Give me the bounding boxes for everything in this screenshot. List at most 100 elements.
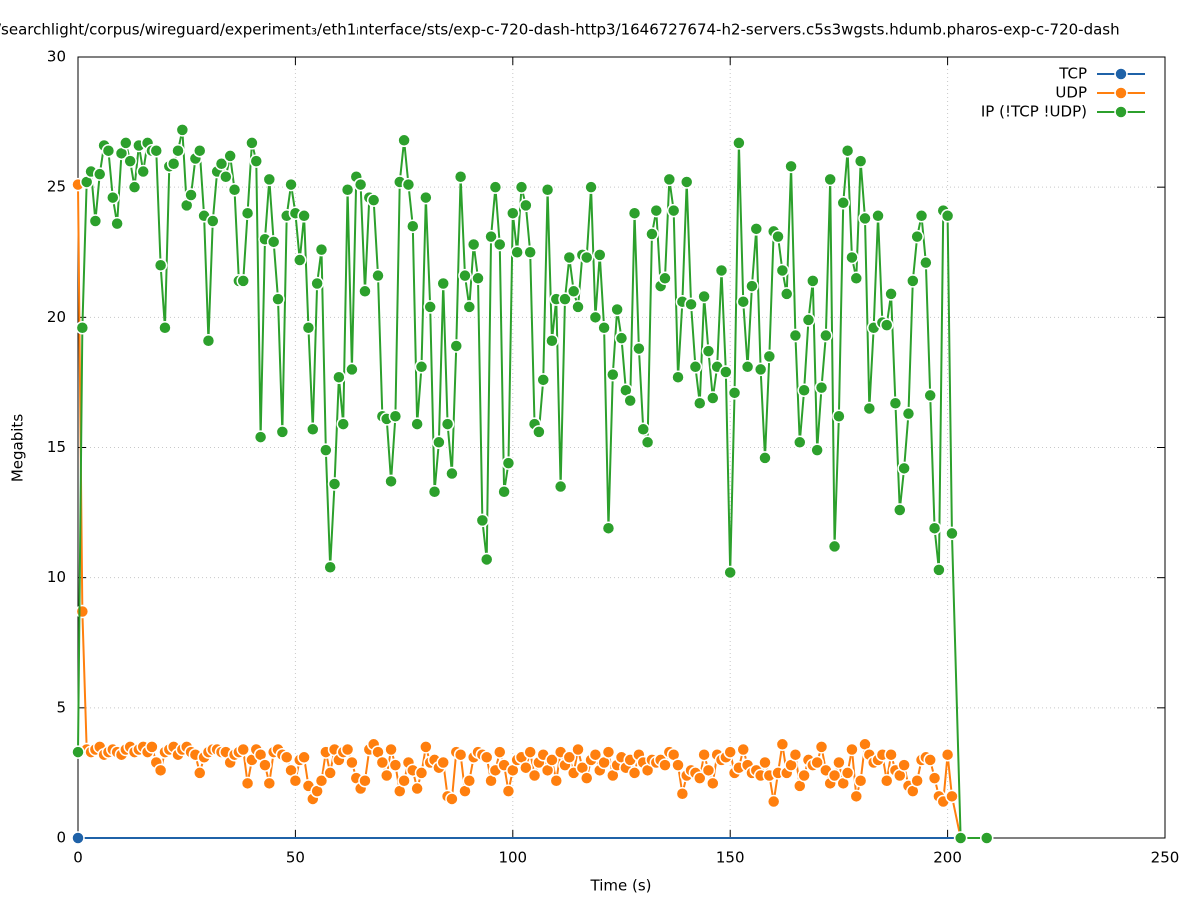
point <box>923 388 937 403</box>
point <box>814 740 829 754</box>
point <box>606 367 620 382</box>
point <box>806 274 820 288</box>
point <box>823 172 837 187</box>
point <box>832 755 846 770</box>
x-tick-label: 100 <box>498 849 527 867</box>
point <box>436 276 450 291</box>
point <box>258 758 272 772</box>
legend-marker <box>1114 86 1128 100</box>
point <box>166 156 181 171</box>
point <box>184 188 198 202</box>
point <box>910 229 924 244</box>
point <box>423 300 437 314</box>
point <box>88 214 103 228</box>
point <box>297 750 311 765</box>
point <box>462 300 477 314</box>
point <box>245 136 259 150</box>
point <box>332 370 346 384</box>
point <box>879 318 894 332</box>
plot-frame <box>77 56 1166 839</box>
point <box>227 183 242 197</box>
point <box>923 753 937 767</box>
point <box>510 245 524 259</box>
point <box>375 755 390 770</box>
legend-label: IP (!TCP !UDP) <box>981 103 1087 121</box>
legend-label: UDP <box>1055 84 1087 102</box>
point <box>75 604 90 619</box>
point <box>849 271 864 286</box>
point <box>201 334 216 348</box>
point <box>275 425 290 439</box>
point <box>75 320 90 335</box>
point <box>827 539 842 554</box>
point <box>462 773 477 788</box>
point <box>388 409 403 424</box>
point <box>658 271 672 286</box>
point <box>149 143 164 158</box>
x-tick-label: 200 <box>933 849 962 867</box>
point <box>397 133 411 148</box>
point <box>571 300 585 314</box>
point <box>345 755 359 770</box>
point <box>840 143 855 158</box>
x-axis-label: Time (s) <box>590 877 652 895</box>
point <box>897 758 911 772</box>
point <box>545 334 559 348</box>
point <box>240 776 255 791</box>
point <box>714 263 729 278</box>
point <box>236 274 250 288</box>
point <box>766 794 781 809</box>
point <box>727 386 742 400</box>
y-tick-label: 10 <box>47 568 66 586</box>
y-tick-label: 20 <box>47 308 66 326</box>
point <box>549 773 564 788</box>
point <box>214 156 229 171</box>
point <box>306 422 320 437</box>
point <box>897 461 911 476</box>
point <box>106 190 120 205</box>
point <box>940 209 955 223</box>
point <box>658 758 672 772</box>
y-tick-label: 15 <box>47 438 66 456</box>
point <box>562 750 577 765</box>
point <box>684 297 698 312</box>
point <box>945 789 959 804</box>
point <box>797 383 811 397</box>
point <box>262 776 277 791</box>
point <box>301 320 316 335</box>
point <box>353 177 368 192</box>
point <box>832 409 846 424</box>
point <box>793 435 807 450</box>
point <box>445 792 459 806</box>
point <box>736 742 750 757</box>
point <box>679 175 694 189</box>
point <box>414 360 429 374</box>
point <box>540 183 555 197</box>
point <box>479 750 494 765</box>
point <box>697 289 711 304</box>
point <box>810 755 824 770</box>
point <box>219 170 233 184</box>
point <box>701 763 716 778</box>
point <box>279 750 294 765</box>
point <box>814 380 829 395</box>
point <box>493 237 507 252</box>
point <box>384 474 398 489</box>
point <box>206 214 220 228</box>
point <box>884 287 898 301</box>
point <box>445 466 459 481</box>
point <box>532 425 546 439</box>
point <box>432 435 446 450</box>
point <box>493 745 507 759</box>
y-tick-label: 25 <box>47 178 66 196</box>
point <box>545 753 559 767</box>
point <box>223 149 237 163</box>
point <box>419 740 433 754</box>
point <box>479 552 494 567</box>
point <box>906 274 920 288</box>
point <box>488 180 503 194</box>
point <box>910 773 924 788</box>
point <box>723 565 737 580</box>
point <box>579 250 594 265</box>
point <box>762 349 777 364</box>
